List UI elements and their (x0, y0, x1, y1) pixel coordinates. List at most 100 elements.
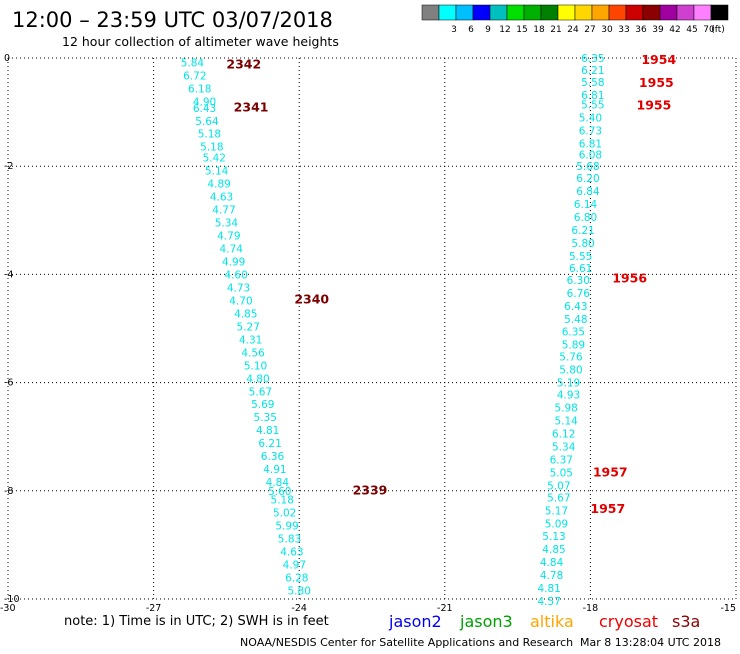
chart-subtitle: 12 hour collection of altimeter wave hei… (62, 34, 339, 49)
data-point-label: 6.81 (581, 90, 604, 102)
colorbar-swatch (472, 4, 491, 21)
data-point-label: 6.21 (258, 438, 281, 450)
data-point-label: 6.20 (576, 173, 599, 185)
data-point-label: 5.14 (205, 166, 229, 178)
legend-item-s3a: s3a (672, 612, 700, 631)
colorbar-swatch (574, 4, 593, 21)
data-point-label: 5.89 (562, 340, 585, 352)
data-point-label: 4.73 (227, 282, 250, 294)
data-point-label: 5.34 (552, 441, 576, 453)
plot-area: -30 -27 -24 -21 -18 -15 0 -2 -4 -6 -8 -10 5.846.72… (0, 52, 737, 614)
data-point-label: 4.84 (266, 477, 290, 489)
colorbar: 3 6 9 12 15 18 21 24 27 30 33 36 39 42 45 70(ft) (421, 4, 729, 35)
data-point-label: 5.34 (215, 217, 239, 229)
satellite-legend: jason2 jason3 altika cryosat s3a (388, 612, 700, 631)
colorbar-swatch (642, 4, 661, 21)
data-point-label: 5.55 (581, 100, 604, 112)
data-point-label: 5.60 (268, 486, 291, 498)
data-point-label: 6.35 (562, 327, 585, 339)
time-label: 2339 (353, 483, 388, 498)
colorbar-tick-label: 12 (499, 25, 510, 35)
x-tick-label: -27 (146, 603, 162, 614)
y-tick-label: -8 (4, 486, 13, 497)
y-tick-label: 0 (4, 53, 10, 64)
time-label: 2342 (226, 56, 261, 71)
data-point-label: 5.80 (559, 365, 582, 377)
data-point-label: 5.58 (581, 77, 604, 89)
data-point-label: 5.80 (288, 585, 311, 597)
legend-item-cryosat: cryosat (599, 612, 658, 631)
data-point-label: 6.18 (188, 83, 211, 95)
data-point-label: 5.17 (545, 505, 568, 517)
colorbar-tick-label: 39 (652, 25, 664, 35)
data-point-label: 5.07 (547, 480, 570, 492)
time-label: 1956 (612, 271, 647, 286)
data-point-label: 4.63 (210, 191, 233, 203)
data-point-label: 6.84 (576, 186, 600, 198)
data-point-label: 5.67 (249, 386, 272, 398)
data-point-label: 4.91 (263, 464, 286, 476)
data-point-label: 4.57 (537, 596, 560, 608)
colorbar-swatch (557, 4, 576, 21)
time-label: 1957 (593, 464, 628, 479)
data-point-label: 5.40 (579, 113, 602, 125)
data-point-label: 4.89 (207, 179, 230, 191)
data-point-label: 4.79 (217, 230, 240, 242)
colorbar-unit: (ft) (711, 25, 725, 35)
colorbar-swatch (540, 4, 559, 21)
data-point-label: 6.61 (569, 263, 592, 275)
data-point-label: 5.02 (273, 507, 296, 519)
legend-item-jason3: jason3 (459, 612, 513, 631)
data-point-label: 4.81 (537, 583, 560, 595)
y-tick-label: -2 (4, 161, 13, 172)
data-point-label: 6.73 (579, 125, 602, 137)
data-series: 5.846.726.184.906.435.645.185.185.425.14… (181, 53, 605, 608)
y-tick-label: -4 (4, 269, 13, 280)
footer-credit: NOAA/NESDIS Center for Satellite Applica… (240, 636, 573, 649)
y-tick-label: -6 (4, 378, 13, 389)
data-point-label: 6.35 (581, 53, 604, 65)
colorbar-tick-label: 36 (635, 25, 647, 35)
data-point-label: 4.90 (193, 96, 216, 108)
data-point-label: 6.21 (581, 65, 604, 77)
data-point-label: 6.30 (567, 275, 590, 287)
data-point-label: 6.81 (579, 138, 602, 150)
x-tick-label: -21 (437, 603, 453, 614)
colorbar-tick-label: 21 (550, 25, 561, 35)
data-point-label: 4.84 (540, 557, 564, 569)
colorbar-tick-label: 3 (451, 25, 457, 35)
colorbar-swatch (659, 4, 678, 21)
data-point-label: 6.80 (574, 212, 597, 224)
data-point-label: 5.09 (545, 518, 568, 530)
data-point-label: 5.19 (557, 378, 580, 390)
data-point-label: 6.14 (574, 199, 598, 211)
colorbar-tick-label: 18 (533, 25, 545, 35)
colorbar-tick-label: 42 (669, 25, 680, 35)
data-point-label: 5.18 (200, 142, 223, 154)
colorbar-swatch (608, 4, 627, 21)
colorbar-swatch (693, 4, 712, 21)
data-point-label: 5.05 (550, 467, 573, 479)
data-point-label: 6.43 (564, 301, 587, 313)
data-point-label: 6.28 (285, 572, 308, 584)
x-tick-label: -30 (0, 603, 16, 614)
data-point-label: 6.76 (567, 288, 591, 300)
data-point-label: 4.78 (540, 570, 563, 582)
data-point-label: 4.85 (234, 308, 257, 320)
data-point-label: 5.69 (251, 399, 274, 411)
data-point-label: 4.60 (224, 269, 247, 281)
footer-timestamp: Mar 8 13:28:04 UTC 2018 (580, 636, 721, 649)
data-point-label: 4.74 (220, 243, 244, 255)
colorbar-tick-label: 45 (686, 25, 697, 35)
colorbar-tick-label: 33 (618, 25, 629, 35)
colorbar-tick-label: 24 (567, 25, 579, 35)
x-tick-label: -24 (291, 603, 307, 614)
colorbar-swatch (523, 4, 542, 21)
data-point-label: 4.56 (241, 347, 265, 359)
data-point-label: 4.81 (256, 425, 279, 437)
data-point-label: 5.98 (554, 402, 577, 414)
data-point-label: 6.21 (571, 225, 594, 237)
x-tick-labels: -30 -27 -24 -21 -18 -15 (0, 603, 736, 614)
